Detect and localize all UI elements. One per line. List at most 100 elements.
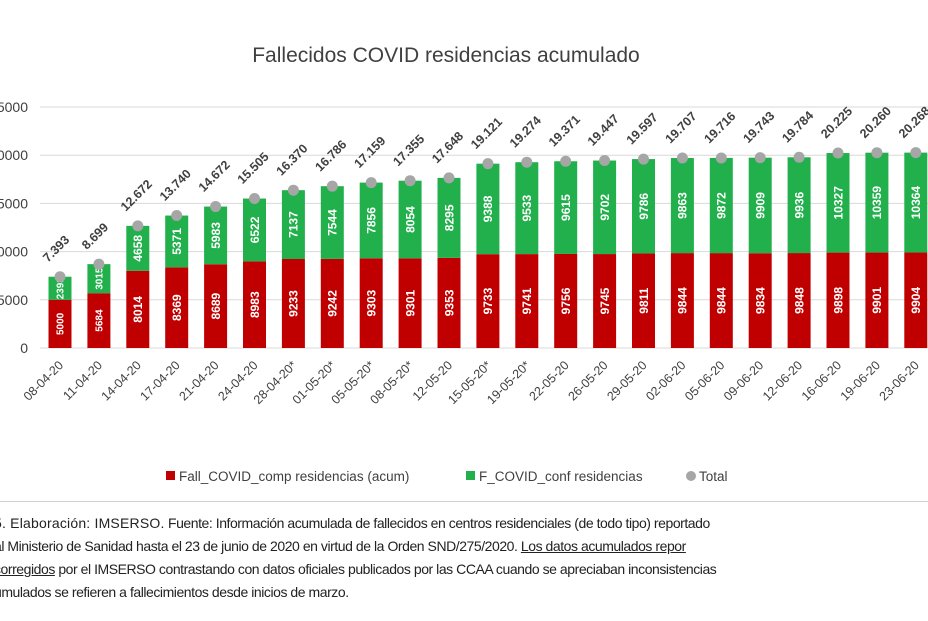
- total-marker: [132, 220, 144, 232]
- bar-fall-comp: [126, 270, 150, 348]
- bar-fall-comp: [670, 253, 694, 348]
- bar-f-conf: [632, 159, 655, 254]
- total-marker: [599, 155, 611, 167]
- bar-fall-comp: [437, 257, 461, 348]
- data-label-fall-comp: 9898: [831, 287, 845, 314]
- bar-fall-comp: [359, 258, 383, 348]
- total-label: 16.370: [274, 141, 311, 178]
- x-tick-label: 19-06-20: [838, 358, 883, 403]
- bar-fall-comp: [554, 253, 578, 348]
- total-label: 19.597: [624, 110, 661, 147]
- data-label-f-conf: 9615: [559, 194, 573, 221]
- data-label-fall-comp: 9741: [520, 287, 534, 314]
- x-tick-label: 16-06-20: [799, 358, 844, 403]
- footnote-line-2: al Ministerio de Sanidad hasta el 23 de …: [0, 538, 521, 554]
- bar-fall-comp: [87, 293, 111, 348]
- bar-f-conf: [826, 153, 850, 253]
- bar-f-conf: [48, 276, 72, 300]
- total-label: 8.699: [79, 220, 111, 252]
- total-label: 19.707: [663, 109, 700, 146]
- bar-f-conf: [165, 215, 189, 268]
- data-label-f-conf: 9786: [637, 193, 651, 220]
- total-marker: [287, 184, 299, 196]
- bar-fall-comp: [709, 253, 733, 348]
- x-tick-label: 11-04-20: [60, 358, 105, 403]
- bar-fall-comp: [48, 299, 72, 348]
- legend-swatch: [166, 471, 175, 480]
- data-label-fall-comp: 9233: [287, 290, 301, 317]
- data-label-fall-comp: 9301: [403, 289, 417, 316]
- total-label: 17.355: [390, 132, 427, 169]
- total-marker: [326, 180, 338, 192]
- bar-fall-comp: [826, 252, 850, 348]
- total-label: 19.274: [507, 113, 544, 150]
- x-tick-label: 22-05-20: [527, 358, 572, 403]
- total-label: 20.260: [857, 104, 894, 141]
- data-label-f-conf: 9388: [481, 195, 495, 222]
- data-label-fall-comp: 9303: [365, 289, 379, 316]
- x-tick-label: 12-06-20: [760, 358, 805, 403]
- data-label-f-conf: 9909: [754, 192, 768, 219]
- y-tick-label: 10000: [0, 244, 28, 260]
- legend-label: F_COVID_conf residencias: [479, 469, 643, 484]
- total-marker: [210, 201, 222, 213]
- bar-fall-comp: [632, 253, 655, 348]
- data-label-fall-comp: 9745: [598, 287, 612, 314]
- data-label-f-conf: 8054: [403, 206, 417, 233]
- bar-f-conf: [709, 157, 733, 254]
- data-label-f-conf: 7856: [365, 207, 379, 234]
- total-label: 17.648: [429, 129, 466, 166]
- data-label-fall-comp: 5684: [95, 309, 106, 332]
- bar-f-conf: [398, 180, 422, 259]
- bar-fall-comp: [593, 254, 617, 348]
- total-label: 7.393: [40, 233, 72, 265]
- data-label-f-conf: 9702: [598, 194, 612, 221]
- bar-fall-comp: [165, 267, 189, 348]
- bar-fall-comp: [281, 258, 305, 348]
- total-label: 19.371: [546, 112, 583, 149]
- bar-f-conf: [787, 157, 811, 254]
- data-label-fall-comp: 8983: [248, 291, 262, 318]
- legend-marker: [686, 471, 696, 481]
- bar-fall-comp: [748, 253, 772, 348]
- data-label-fall-comp: 9844: [676, 287, 690, 314]
- stacked-bar-chart: Fallecidos COVID residencias acumulado 0…: [0, 44, 928, 484]
- data-label-fall-comp: 8014: [131, 296, 145, 323]
- total-marker: [910, 147, 922, 159]
- total-marker: [754, 152, 766, 164]
- total-label: 20.268: [896, 104, 928, 141]
- footnote-line-4: umulados se refieren a fallecimientos de…: [0, 584, 349, 600]
- footnote-underlined-1: Los datos acumulados repor: [520, 538, 686, 554]
- bar-f-conf: [554, 161, 578, 254]
- data-label-f-conf: 7137: [287, 211, 301, 238]
- total-marker: [521, 156, 533, 168]
- y-tick-label: 0: [20, 340, 28, 356]
- x-tick-label: 23-06-20: [877, 358, 922, 403]
- total-marker: [171, 210, 183, 222]
- data-label-fall-comp: 9811: [637, 287, 651, 313]
- bar-fall-comp: [865, 252, 889, 348]
- legend-label: Total: [699, 469, 728, 484]
- bar-f-conf: [437, 177, 461, 258]
- bar-fall-comp: [243, 261, 266, 348]
- data-label-fall-comp: 9904: [909, 287, 923, 314]
- bar-f-conf: [320, 186, 344, 259]
- legend-swatch: [466, 471, 475, 480]
- data-label-f-conf: 10359: [870, 186, 884, 220]
- x-tick-label: 17-04-20: [138, 358, 183, 403]
- total-marker: [871, 147, 883, 159]
- data-label-f-conf: 4658: [131, 235, 145, 262]
- bar-fall-comp: [515, 254, 539, 348]
- data-label-fall-comp: 9353: [442, 289, 456, 316]
- data-label-fall-comp: 9733: [481, 287, 495, 314]
- bar-f-conf: [515, 162, 539, 255]
- legend-label: Fall_COVID_comp residencias (acum): [179, 469, 409, 484]
- y-tick-label: 20000: [0, 147, 28, 163]
- data-label-f-conf: 3015: [95, 267, 106, 290]
- total-marker: [365, 177, 377, 189]
- x-tick-label: 21-04-20: [176, 358, 221, 403]
- total-marker: [676, 152, 688, 164]
- legend: Fall_COVID_comp residencias (acum) F_COVI…: [166, 469, 728, 484]
- bar-fall-comp: [320, 258, 344, 348]
- total-marker: [560, 155, 572, 167]
